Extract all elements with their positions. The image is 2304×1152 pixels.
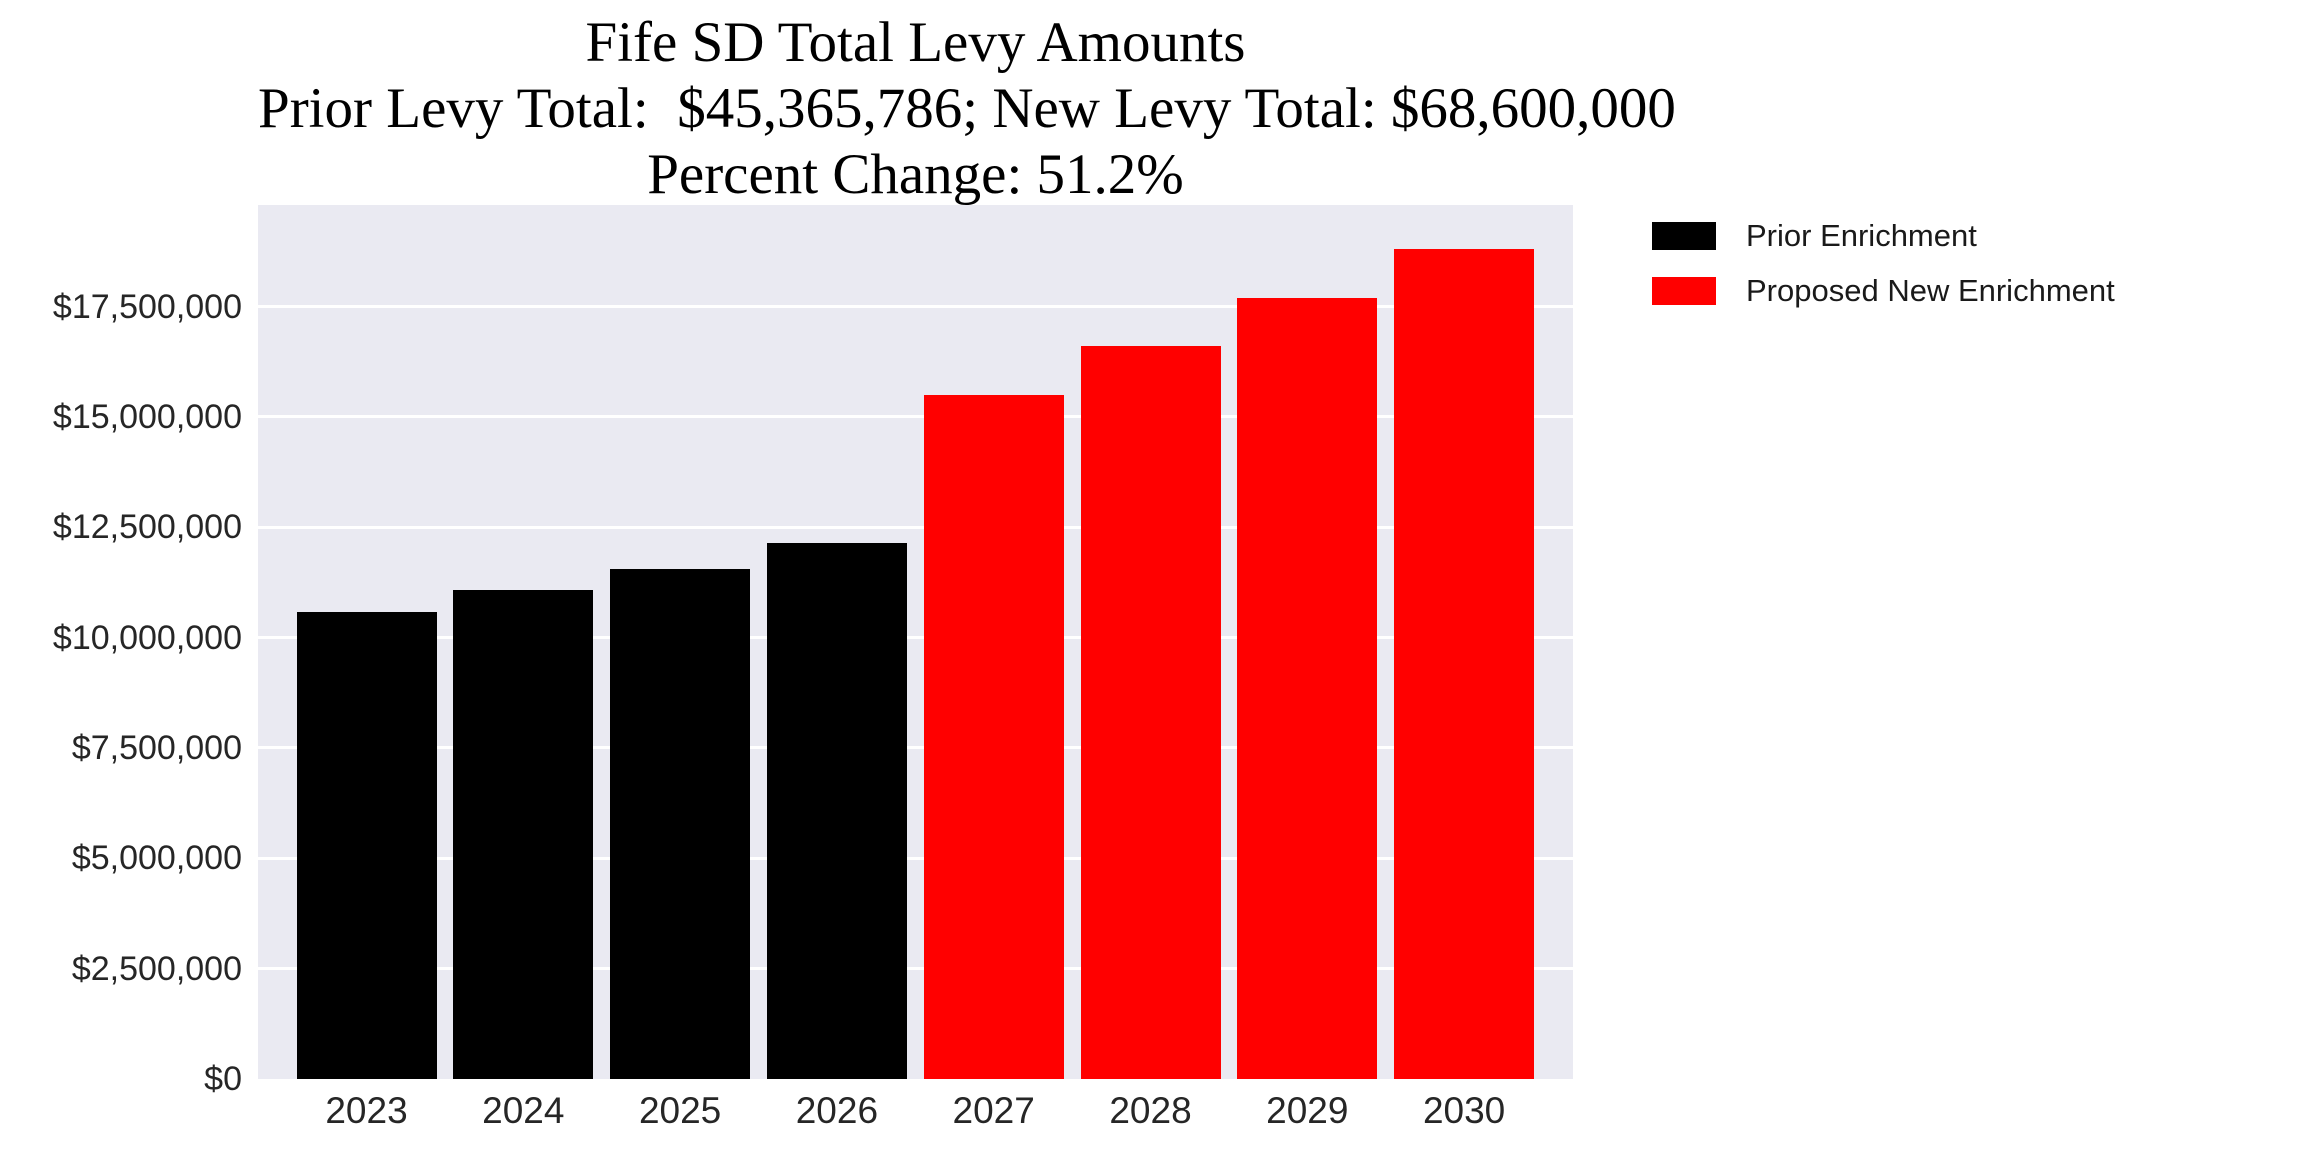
gridline-12500000 [258, 525, 1573, 529]
gridline-17500000 [258, 305, 1573, 309]
legend-row-proposed: Proposed New Enrichment [1652, 273, 2115, 308]
legend-label: Proposed New Enrichment [1746, 273, 2115, 308]
y-tick-label: $10,000,000 [52, 618, 242, 657]
y-tick-label: $17,500,000 [52, 287, 242, 326]
x-tick-2026: 2026 [795, 1090, 879, 1131]
gridline-7500000 [258, 746, 1573, 750]
y-tick-label: $5,000,000 [71, 839, 242, 878]
bar-2024 [453, 590, 594, 1079]
chart-title-line-1: Fife SD Total Levy Amounts [585, 11, 1246, 74]
gridline-15000000 [258, 415, 1573, 419]
x-tick-2024: 2024 [482, 1090, 565, 1131]
y-tick-label: $7,500,000 [71, 728, 242, 767]
legend-swatch-prior [1652, 222, 1716, 250]
bar-2025 [610, 569, 751, 1079]
x-tick-2028: 2028 [1109, 1090, 1192, 1131]
chart-title: Fife SD Total Levy Amounts Prior Levy To… [258, 10, 1676, 208]
y-tick-label: $15,000,000 [52, 397, 242, 436]
gridline-10000000 [258, 636, 1573, 640]
legend-label: Prior Enrichment [1746, 218, 1977, 253]
y-tick-label: $2,500,000 [71, 949, 242, 988]
x-tick-2027: 2027 [952, 1090, 1035, 1131]
bar-2026 [766, 542, 907, 1079]
bar-2030 [1394, 249, 1535, 1079]
x-tick-2025: 2025 [638, 1090, 722, 1131]
chart-title-line-2: Prior Levy Total: $45,365,786; New Levy … [258, 77, 1676, 140]
y-tick-label: $12,500,000 [52, 508, 242, 547]
bar-2023 [296, 611, 437, 1079]
x-tick-2029: 2029 [1266, 1090, 1349, 1131]
x-tick-2030: 2030 [1422, 1090, 1506, 1131]
legend: Prior Enrichment Proposed New Enrichment [1652, 218, 2115, 332]
chart-title-line-3: Percent Change: 51.2% [647, 143, 1184, 206]
legend-row-prior: Prior Enrichment [1652, 218, 2115, 253]
plot-area [258, 205, 1573, 1079]
y-tick-label: $0 [204, 1060, 242, 1098]
bar-2028 [1080, 346, 1221, 1079]
bar-2029 [1237, 297, 1378, 1079]
gridline-5000000 [258, 856, 1573, 860]
legend-swatch-proposed [1652, 277, 1716, 305]
bar-2027 [923, 394, 1064, 1079]
x-tick-2023: 2023 [325, 1090, 408, 1131]
gridline-2500000 [258, 967, 1573, 971]
